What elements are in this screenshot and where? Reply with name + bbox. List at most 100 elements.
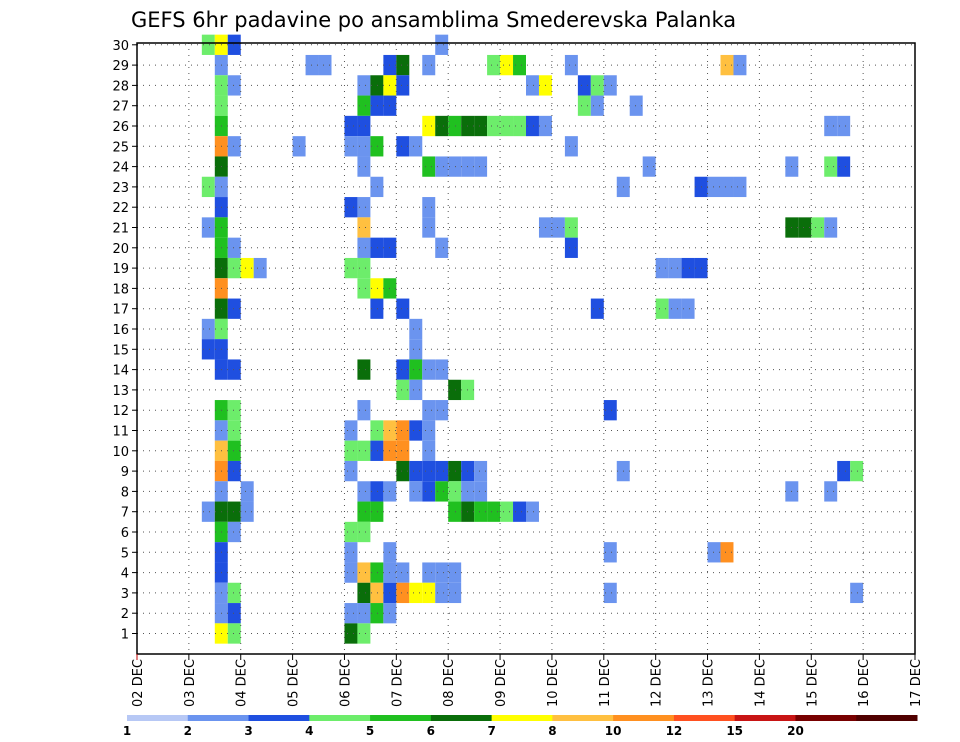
precip-cell bbox=[629, 95, 643, 116]
precip-cell bbox=[396, 440, 410, 461]
precip-cell bbox=[603, 542, 617, 563]
precip-cell bbox=[422, 400, 436, 421]
colorbar: 1 2 3 4 5 6 7 8 10 12 15 20 bbox=[123, 715, 918, 738]
precip-cell bbox=[551, 217, 565, 238]
precip-cell bbox=[396, 54, 410, 76]
precip-cell bbox=[370, 237, 384, 258]
x-tick-label: 10 DEC bbox=[546, 659, 561, 707]
precip-cell bbox=[318, 54, 332, 76]
precip-cell bbox=[603, 400, 617, 421]
precip-cell bbox=[837, 115, 851, 137]
precip-cell bbox=[357, 156, 371, 177]
precip-cell bbox=[370, 440, 384, 461]
colorbar-segment bbox=[856, 715, 918, 721]
precip-cell bbox=[227, 623, 241, 644]
precip-cell bbox=[824, 217, 838, 238]
colorbar-segment bbox=[673, 715, 736, 721]
x-tick-label: 16 DEC bbox=[857, 659, 872, 707]
colorbar-segment bbox=[734, 715, 796, 721]
precip-cell bbox=[396, 75, 410, 96]
colorbar-label: 15 bbox=[726, 724, 743, 738]
precip-cell bbox=[357, 359, 371, 380]
precip-cell bbox=[435, 400, 449, 421]
precip-cell bbox=[474, 115, 488, 137]
precip-cell bbox=[435, 562, 449, 583]
precip-cell bbox=[344, 420, 358, 441]
precip-cell bbox=[227, 75, 241, 96]
precip-cell bbox=[357, 257, 371, 279]
precip-cell bbox=[500, 501, 514, 522]
y-tick-label: 8 bbox=[121, 485, 129, 500]
precip-cell bbox=[435, 237, 449, 258]
y-tick-label: 15 bbox=[112, 343, 129, 358]
y-tick-label: 19 bbox=[112, 262, 129, 277]
precip-cell bbox=[668, 298, 682, 319]
precip-cell bbox=[435, 156, 449, 177]
precip-cell bbox=[500, 54, 514, 76]
x-tick-label: 02 DEC bbox=[131, 659, 146, 707]
precip-cell bbox=[720, 176, 734, 198]
precip-cell bbox=[422, 115, 436, 137]
precip-cell bbox=[409, 359, 423, 380]
precip-cell bbox=[422, 582, 436, 604]
precip-cell bbox=[305, 54, 319, 76]
colorbar-segment bbox=[127, 715, 189, 721]
precip-cell bbox=[850, 582, 864, 604]
precip-cell bbox=[655, 257, 669, 279]
precip-cell bbox=[603, 582, 617, 604]
precip-cell bbox=[422, 54, 436, 76]
colorbar-segment bbox=[552, 715, 614, 721]
precip-cell bbox=[357, 623, 371, 644]
precip-cell bbox=[253, 257, 267, 279]
precip-cell bbox=[448, 156, 462, 177]
y-tick-label: 25 bbox=[112, 140, 129, 155]
precip-cell bbox=[344, 460, 358, 482]
precip-cell bbox=[655, 298, 669, 319]
precip-cell bbox=[448, 115, 462, 137]
precip-cell bbox=[344, 257, 358, 279]
precip-cell bbox=[500, 115, 514, 137]
y-tick-label: 14 bbox=[112, 364, 129, 379]
y-tick-label: 7 bbox=[121, 506, 129, 521]
colorbar-label: 5 bbox=[366, 724, 374, 738]
precip-cell bbox=[357, 217, 371, 238]
precip-cell bbox=[357, 115, 371, 137]
colorbar-segment bbox=[187, 715, 250, 721]
precip-cell bbox=[344, 197, 358, 218]
precip-cell bbox=[668, 257, 682, 279]
precip-cell bbox=[227, 521, 241, 543]
precip-cell bbox=[227, 257, 241, 279]
y-tick-label: 4 bbox=[121, 567, 129, 582]
precip-cell bbox=[357, 278, 371, 299]
colorbar-segment bbox=[430, 715, 493, 721]
precip-cell bbox=[681, 298, 695, 319]
precip-cell bbox=[409, 481, 423, 502]
precip-cell bbox=[513, 115, 526, 137]
precip-cell bbox=[396, 460, 410, 482]
precip-cell bbox=[396, 562, 410, 583]
y-tick-label: 28 bbox=[112, 79, 129, 94]
precip-cell bbox=[487, 54, 501, 76]
precip-cell bbox=[603, 75, 617, 96]
precip-cell bbox=[370, 95, 384, 116]
precip-cell bbox=[422, 481, 436, 502]
precip-cell bbox=[720, 54, 734, 76]
precip-cell bbox=[396, 582, 410, 604]
x-tick-label: 07 DEC bbox=[390, 659, 405, 707]
precip-cell bbox=[564, 237, 578, 258]
precip-cell bbox=[357, 481, 371, 502]
colorbar-segment bbox=[491, 715, 553, 721]
x-tick-label: 11 DEC bbox=[598, 659, 613, 707]
precip-cell bbox=[201, 34, 215, 55]
precip-cell bbox=[435, 460, 449, 482]
plot-frame bbox=[136, 42, 916, 655]
precip-cell bbox=[590, 75, 604, 96]
colorbar-segment bbox=[795, 715, 857, 721]
precip-cell bbox=[448, 501, 462, 522]
y-tick-label: 24 bbox=[112, 161, 129, 176]
precip-cell bbox=[526, 75, 539, 96]
precip-cell bbox=[201, 339, 215, 360]
y-axis: 1234567891011121314151617181920212223242… bbox=[112, 39, 137, 643]
precip-cell bbox=[227, 359, 241, 380]
precip-cell bbox=[474, 460, 488, 482]
